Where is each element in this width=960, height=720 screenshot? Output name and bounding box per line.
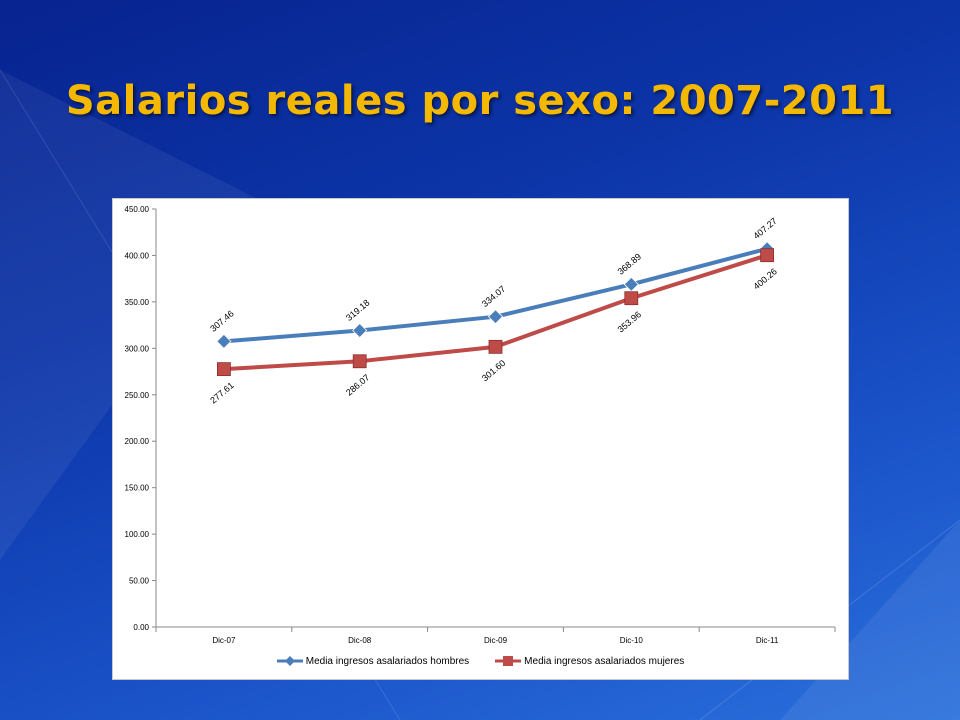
- data-label-hombres: 407.27: [751, 216, 779, 241]
- legend-item-hombres: Media ingresos asalariados hombres: [276, 653, 470, 669]
- data-label-hombres: 368.89: [616, 251, 644, 276]
- legend-marker-square-icon: [495, 656, 522, 666]
- data-point-mujeres: [760, 248, 774, 263]
- data-point-hombres: [352, 322, 368, 339]
- y-tick-label: 150.00: [125, 484, 150, 493]
- y-tick-label: 250.00: [125, 391, 150, 400]
- y-tick-label: 450.00: [125, 205, 150, 214]
- x-tick-label: Dic-07: [212, 636, 236, 645]
- data-label-mujeres: 400.26: [751, 266, 779, 291]
- data-point-mujeres: [352, 354, 367, 369]
- data-label-mujeres: 277.61: [208, 380, 236, 405]
- x-tick-label: Dic-08: [348, 636, 372, 645]
- y-tick-label: 350.00: [125, 298, 150, 307]
- data-label-hombres: 307.46: [208, 308, 236, 333]
- data-label-hombres: 334.07: [480, 284, 508, 309]
- line-chart: 0.00 50.00 100.00 150.00 200.00 250.00 300.00 3…: [125, 205, 836, 645]
- y-tick-label: 400.00: [125, 251, 150, 260]
- data-point-hombres: [487, 309, 504, 325]
- data-label-mujeres: 301.60: [480, 358, 508, 383]
- data-point-mujeres: [488, 339, 503, 354]
- legend-item-mujeres: Media ingresos asalariados mujeres: [495, 653, 684, 669]
- chart-container: 0.00 50.00 100.00 150.00 200.00 250.00 300.00 3…: [112, 198, 849, 680]
- data-label-mujeres: 353.96: [616, 309, 644, 334]
- x-tick-label: Dic-11: [756, 636, 779, 645]
- data-label-hombres: 319.18: [344, 298, 372, 323]
- slide-title: Salarios reales por sexo: 2007-2011: [65, 78, 895, 124]
- x-tick-label: Dic-09: [484, 636, 508, 645]
- data-label-mujeres: 286.07: [344, 372, 372, 397]
- y-tick-label: 100.00: [125, 530, 150, 539]
- data-point-mujeres: [217, 362, 231, 377]
- y-tick-label: 200.00: [125, 437, 150, 446]
- data-point-mujeres: [624, 291, 639, 306]
- chart-legend: Media ingresos asalariados hombres Media…: [113, 653, 848, 669]
- data-point-hombres: [216, 333, 232, 349]
- legend-label-mujeres: Media ingresos asalariados mujeres: [524, 655, 685, 667]
- y-tick-label: 300.00: [125, 344, 150, 353]
- legend-label-hombres: Media ingresos asalariados hombres: [305, 655, 470, 667]
- legend-marker-diamond-icon: [276, 656, 303, 666]
- data-point-hombres: [623, 276, 639, 292]
- y-tick-label: 0.00: [133, 623, 149, 632]
- x-tick-label: Dic-10: [620, 636, 644, 645]
- y-tick-label: 50.00: [129, 577, 150, 586]
